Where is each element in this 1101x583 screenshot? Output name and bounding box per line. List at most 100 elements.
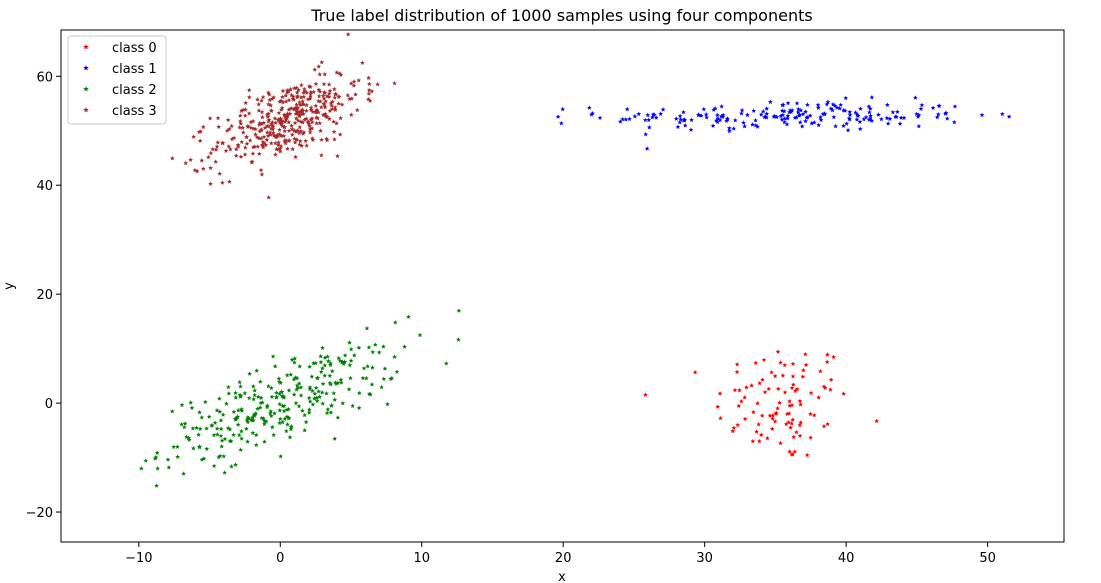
data-point: [833, 123, 838, 129]
data-point: [791, 434, 797, 440]
y-tick-label: 40: [36, 179, 53, 194]
data-point: [876, 112, 881, 117]
data-point: [202, 399, 208, 404]
data-point: [329, 368, 335, 374]
data-point: [658, 111, 664, 116]
data-point: [295, 385, 301, 390]
data-point: [282, 128, 288, 134]
data-point: [285, 422, 290, 427]
data-point: [292, 359, 297, 365]
data-point: [256, 122, 262, 127]
data-point: [326, 82, 332, 87]
data-point: [720, 114, 726, 120]
data-point: [372, 342, 378, 347]
data-point: [281, 408, 287, 414]
data-point: [785, 116, 790, 121]
legend-marker: [83, 65, 89, 71]
data-point: [824, 359, 830, 365]
data-point: [307, 126, 313, 132]
data-point: [266, 383, 271, 389]
data-point: [280, 419, 285, 425]
data-point: [242, 152, 248, 157]
data-point: [350, 403, 356, 409]
data-point: [268, 408, 274, 414]
data-point: [842, 108, 848, 113]
data-point: [281, 395, 287, 400]
data-point: [268, 385, 274, 391]
data-point: [299, 143, 305, 148]
data-point: [153, 454, 159, 460]
data-point: [259, 415, 265, 421]
data-point: [804, 115, 810, 120]
data-point: [288, 86, 294, 92]
data-point: [232, 416, 238, 421]
data-point: [266, 101, 271, 107]
data-point: [188, 157, 193, 162]
data-point: [254, 134, 260, 140]
data-point: [807, 113, 813, 118]
data-point: [259, 109, 265, 115]
data-point: [304, 108, 309, 113]
data-point: [212, 420, 218, 425]
data-point: [797, 433, 803, 438]
data-point: [337, 132, 343, 137]
data-point: [274, 390, 279, 395]
data-point: [262, 125, 268, 130]
data-point: [884, 102, 890, 107]
data-point: [300, 408, 305, 413]
data-point: [268, 126, 274, 131]
data-point: [1006, 114, 1012, 119]
data-point: [787, 109, 792, 115]
data-point: [651, 112, 657, 117]
data-point: [624, 106, 630, 112]
data-point: [225, 425, 231, 431]
data-point: [329, 106, 335, 112]
data-point: [277, 120, 283, 125]
data-point: [792, 115, 798, 120]
data-point: [297, 109, 303, 114]
data-point: [301, 94, 307, 99]
points-layer: [139, 31, 1012, 488]
data-point: [816, 122, 822, 128]
data-point: [297, 124, 303, 130]
data-point: [724, 118, 729, 123]
data-point: [305, 120, 311, 125]
data-point: [912, 95, 918, 100]
data-point: [312, 67, 318, 72]
data-point: [678, 117, 683, 122]
data-point: [307, 129, 313, 135]
data-point: [256, 151, 262, 156]
data-point: [681, 109, 686, 115]
data-point: [286, 387, 292, 393]
data-point: [261, 120, 267, 125]
data-point: [790, 382, 796, 387]
data-point: [336, 101, 341, 106]
data-point: [597, 115, 603, 120]
data-point: [239, 108, 244, 113]
data-point: [227, 426, 233, 432]
data-point: [320, 93, 326, 98]
data-point: [237, 392, 243, 398]
data-point: [365, 96, 371, 102]
data-point: [282, 416, 288, 421]
data-point: [288, 105, 294, 111]
data-point: [338, 115, 344, 121]
data-point: [934, 114, 940, 120]
data-point: [354, 107, 360, 113]
data-point: [235, 407, 241, 413]
data-point: [741, 120, 746, 125]
data-point: [682, 123, 688, 128]
data-point: [406, 314, 411, 319]
data-point: [754, 429, 759, 434]
data-point: [328, 403, 334, 408]
series-class-2: [139, 308, 462, 488]
data-point: [869, 94, 875, 100]
data-point: [261, 416, 266, 421]
data-point: [237, 113, 243, 118]
data-point: [292, 85, 297, 91]
data-point: [345, 92, 351, 98]
data-point: [231, 432, 236, 437]
data-point: [233, 462, 238, 467]
data-point: [278, 133, 284, 138]
data-point: [717, 391, 723, 396]
